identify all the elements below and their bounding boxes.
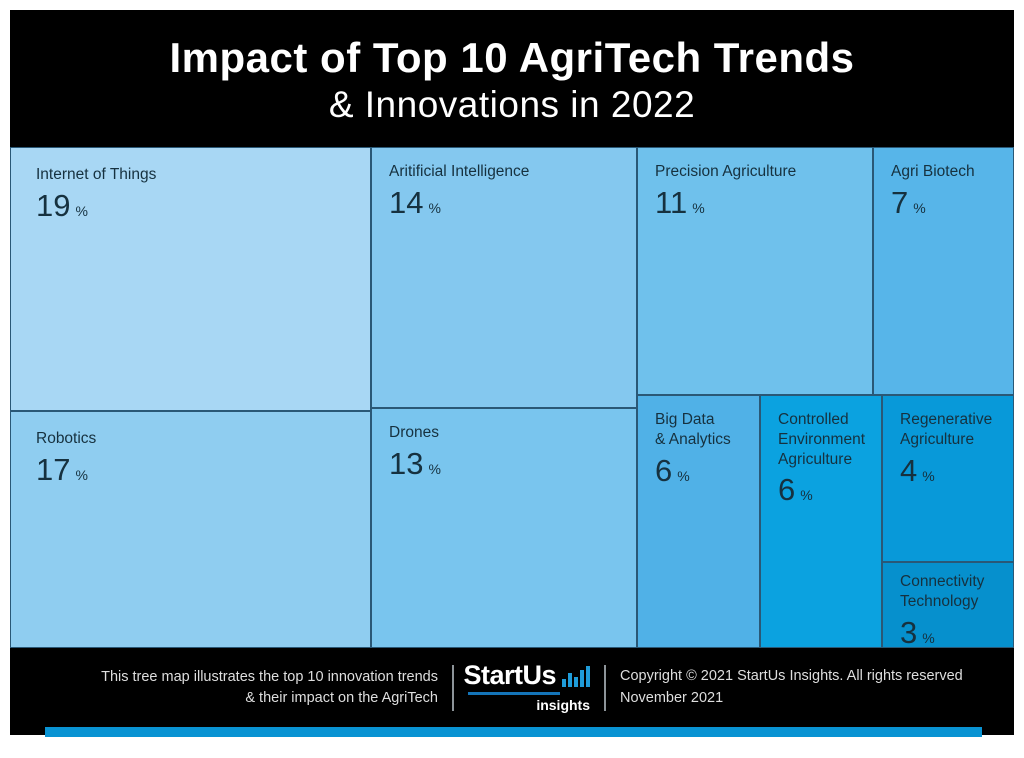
cell-label: Aritificial Intelligence bbox=[389, 163, 530, 180]
logo-subtitle: insights bbox=[536, 697, 590, 713]
cell-value-number: 7 bbox=[891, 184, 909, 220]
startus-insights-logo: StartUs insights bbox=[463, 662, 590, 713]
cell-label: Big Data & Analytics bbox=[655, 411, 731, 448]
treemap-cell-precision-agriculture: Precision Agriculture 11% bbox=[637, 147, 873, 395]
cell-label: Regenerative Agriculture bbox=[900, 411, 993, 448]
footer: This tree map illustrates the top 10 inn… bbox=[10, 648, 1014, 735]
cell-value-unit: % bbox=[922, 629, 935, 646]
cell-value-unit: % bbox=[75, 202, 88, 219]
cell-value-number: 19 bbox=[36, 187, 71, 223]
cell-value-number: 14 bbox=[389, 184, 424, 220]
chart-title-line2: & Innovations in 2022 bbox=[328, 84, 696, 126]
cell-value-number: 13 bbox=[389, 445, 424, 481]
footer-divider-left bbox=[452, 664, 454, 711]
infographic-canvas: Impact of Top 10 AgriTech Trends & Innov… bbox=[10, 10, 1014, 737]
cell-label: Precision Agriculture bbox=[655, 163, 797, 180]
treemap-cell-robotics: Robotics 17% bbox=[10, 411, 371, 648]
treemap-cell-big-data-analytics: Big Data & Analytics 6% bbox=[637, 395, 760, 648]
treemap-cell-connectivity-technology: Connectivity Technology 3% bbox=[882, 562, 1014, 648]
cell-value: 7% bbox=[891, 187, 996, 218]
cell-value: 3% bbox=[900, 614, 996, 648]
cell-value-number: 4 bbox=[900, 452, 918, 488]
cell-value-unit: % bbox=[428, 460, 441, 477]
footer-divider-right bbox=[604, 664, 606, 711]
cell-label: Agri Biotech bbox=[891, 163, 975, 180]
cell-value-number: 6 bbox=[655, 452, 673, 488]
cell-label: Drones bbox=[389, 424, 439, 441]
logo-wordmark: StartUs bbox=[463, 660, 556, 690]
cell-value: 4% bbox=[900, 455, 996, 486]
cell-value-unit: % bbox=[800, 487, 813, 504]
cell-value-unit: % bbox=[677, 467, 690, 484]
treemap-cell-drones: Drones 13% bbox=[371, 408, 637, 648]
copyright-line1: Copyright © 2021 StartUs Insights. All r… bbox=[620, 668, 963, 685]
cell-value-number: 11 bbox=[655, 184, 688, 220]
cell-value-unit: % bbox=[913, 199, 926, 216]
cell-value: 6% bbox=[655, 455, 742, 486]
treemap: Internet of Things 19% Robotics 17% Aritific… bbox=[10, 147, 1014, 648]
logo-underline bbox=[468, 692, 560, 695]
accent-bar bbox=[45, 727, 982, 737]
treemap-cell-agri-biotech: Agri Biotech 7% bbox=[873, 147, 1014, 395]
footer-caption-line2: & their impact on the AgriTech bbox=[245, 689, 438, 706]
bar-chart-icon bbox=[560, 666, 590, 687]
cell-value: 14% bbox=[389, 187, 619, 218]
cell-label: Internet of Things bbox=[36, 166, 157, 183]
cell-value: 13% bbox=[389, 448, 619, 479]
cell-value: 17% bbox=[36, 454, 345, 485]
cell-value-unit: % bbox=[75, 466, 88, 483]
cell-value: 19% bbox=[36, 190, 345, 221]
cell-value: 6% bbox=[778, 474, 864, 505]
cell-value-unit: % bbox=[428, 199, 441, 216]
cell-value: 11% bbox=[655, 187, 855, 218]
cell-label: Controlled Environment Agriculture bbox=[778, 411, 866, 468]
footer-caption-line1: This tree map illustrates the top 10 inn… bbox=[101, 669, 438, 686]
cell-value-number: 3 bbox=[900, 614, 918, 648]
treemap-cell-internet-of-things: Internet of Things 19% bbox=[10, 147, 371, 411]
treemap-cell-artificial-intelligence: Aritificial Intelligence 14% bbox=[371, 147, 637, 408]
chart-title-line1: Impact of Top 10 AgriTech Trends bbox=[169, 34, 855, 81]
cell-value-number: 6 bbox=[778, 472, 796, 508]
cell-value-unit: % bbox=[922, 467, 935, 484]
cell-value-number: 17 bbox=[36, 451, 71, 487]
footer-caption: This tree map illustrates the top 10 inn… bbox=[10, 667, 438, 708]
footer-copyright: Copyright © 2021 StartUs Insights. All r… bbox=[620, 666, 963, 708]
copyright-line2: November 2021 bbox=[620, 689, 724, 706]
cell-label: Connectivity Technology bbox=[900, 573, 985, 610]
treemap-cell-regenerative-agriculture: Regenerative Agriculture 4% bbox=[882, 395, 1014, 562]
cell-label: Robotics bbox=[36, 430, 97, 447]
cell-value-unit: % bbox=[692, 199, 705, 216]
treemap-cell-controlled-environment: Controlled Environment Agriculture 6% bbox=[760, 395, 882, 648]
chart-header: Impact of Top 10 AgriTech Trends & Innov… bbox=[10, 10, 1014, 147]
